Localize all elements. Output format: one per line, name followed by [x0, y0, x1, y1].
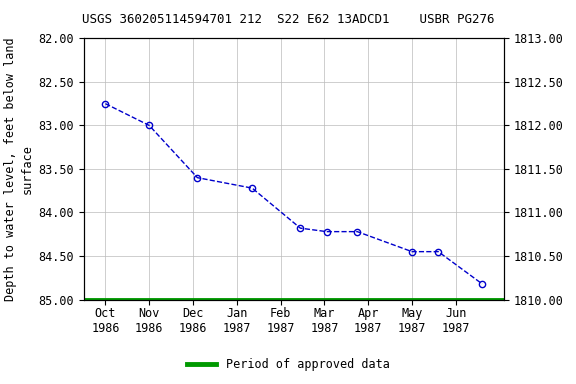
Y-axis label: Depth to water level, feet below land
surface: Depth to water level, feet below land su… [4, 37, 34, 301]
Text: USGS 360205114594701 212  S22 E62 13ADCD1    USBR PG276: USGS 360205114594701 212 S22 E62 13ADCD1… [82, 13, 494, 26]
Legend: Period of approved data: Period of approved data [182, 354, 394, 376]
